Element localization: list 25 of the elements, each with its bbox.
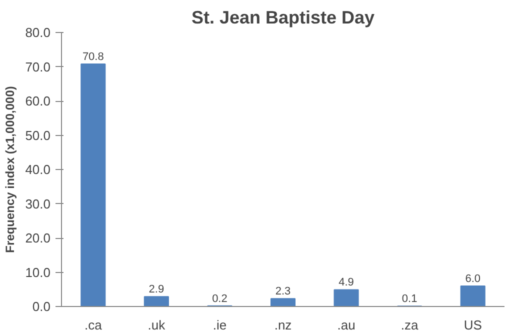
chart-title: St. Jean Baptiste Day (191, 8, 375, 28)
y-tick-label: 70.0 (25, 59, 51, 74)
y-axis-title: Frequency index (x1,000,000) (3, 86, 18, 253)
x-tick-label: .ie (212, 318, 227, 332)
data-label: 4.9 (338, 276, 354, 289)
x-tick-label: .uk (148, 318, 166, 332)
y-tick-label: 0.0 (32, 299, 51, 314)
y-tick-label: 10.0 (25, 264, 51, 280)
x-tick-label: .au (337, 318, 356, 332)
data-label: 6.0 (465, 272, 481, 285)
y-tick-label: 30.0 (25, 196, 51, 212)
data-label: 0.1 (402, 293, 418, 306)
y-tick-label: 60.0 (25, 94, 51, 108)
y-tick-label: 50.0 (25, 128, 51, 143)
x-tick-label: .ca (84, 318, 103, 332)
y-tick-label: 20.0 (25, 230, 51, 246)
data-label: 70.8 (82, 51, 104, 64)
y-tick-label: 40.0 (25, 162, 51, 177)
y-tick-label: 80.0 (25, 25, 51, 40)
x-tick-label: US (464, 318, 482, 332)
data-label: 2.9 (148, 284, 164, 296)
data-label: 2.3 (275, 286, 291, 298)
x-tick-label: .za (400, 318, 420, 332)
data-label: 0.2 (212, 292, 228, 305)
x-tick-label: .nz (274, 318, 292, 332)
